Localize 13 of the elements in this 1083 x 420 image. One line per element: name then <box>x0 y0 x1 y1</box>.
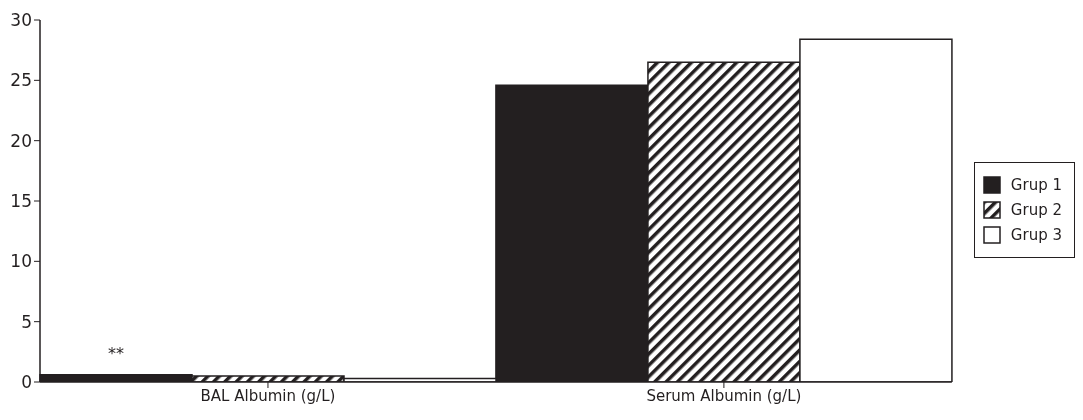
y-tick-label: 15 <box>10 191 32 212</box>
y-tick-label: 20 <box>10 130 32 151</box>
y-tick-label: 10 <box>10 251 32 272</box>
annotation: ** <box>108 343 124 363</box>
legend-label: Grup 1 <box>1010 176 1062 194</box>
x-tick-label: BAL Albumin (g/L) <box>200 386 336 405</box>
y-tick-label: 0 <box>21 372 32 393</box>
y-tick-label: 5 <box>21 311 32 332</box>
legend-label: Grup 3 <box>1010 226 1062 244</box>
y-tick-label: 30 <box>10 10 32 31</box>
y-tick-label: 25 <box>10 70 32 91</box>
legend-label: Grup 2 <box>1010 201 1062 219</box>
x-tick-label: Serum Albumin (g/L) <box>646 386 802 405</box>
